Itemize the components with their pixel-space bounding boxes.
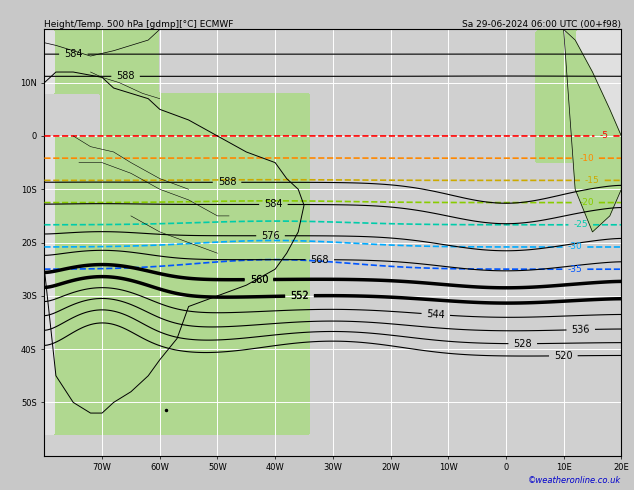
- Text: 588: 588: [116, 72, 135, 81]
- Text: 520: 520: [554, 351, 573, 361]
- Text: 576: 576: [261, 231, 280, 241]
- Text: 552: 552: [290, 291, 309, 301]
- Polygon shape: [564, 29, 621, 232]
- Text: 584: 584: [264, 199, 283, 210]
- Text: -30: -30: [567, 243, 582, 251]
- Text: 588: 588: [217, 177, 236, 187]
- Text: 552: 552: [290, 291, 309, 301]
- Text: -20: -20: [579, 198, 594, 207]
- Text: -10: -10: [579, 154, 594, 163]
- Text: 568: 568: [311, 255, 329, 265]
- Text: 528: 528: [514, 339, 532, 349]
- Text: -35: -35: [567, 265, 582, 274]
- Text: Height/Temp. 500 hPa [gdmp][°C] ECMWF: Height/Temp. 500 hPa [gdmp][°C] ECMWF: [44, 20, 234, 28]
- Text: ©weatheronline.co.uk: ©weatheronline.co.uk: [528, 476, 621, 485]
- Text: Sa 29-06-2024 06:00 UTC (00+f98): Sa 29-06-2024 06:00 UTC (00+f98): [462, 20, 621, 28]
- Text: -25: -25: [573, 220, 588, 229]
- Text: 544: 544: [426, 309, 445, 320]
- Text: 584: 584: [64, 49, 82, 59]
- Text: 560: 560: [250, 274, 268, 285]
- Text: -5: -5: [599, 131, 609, 141]
- Text: 536: 536: [571, 324, 590, 335]
- Text: 560: 560: [250, 274, 268, 285]
- Text: -15: -15: [585, 176, 600, 185]
